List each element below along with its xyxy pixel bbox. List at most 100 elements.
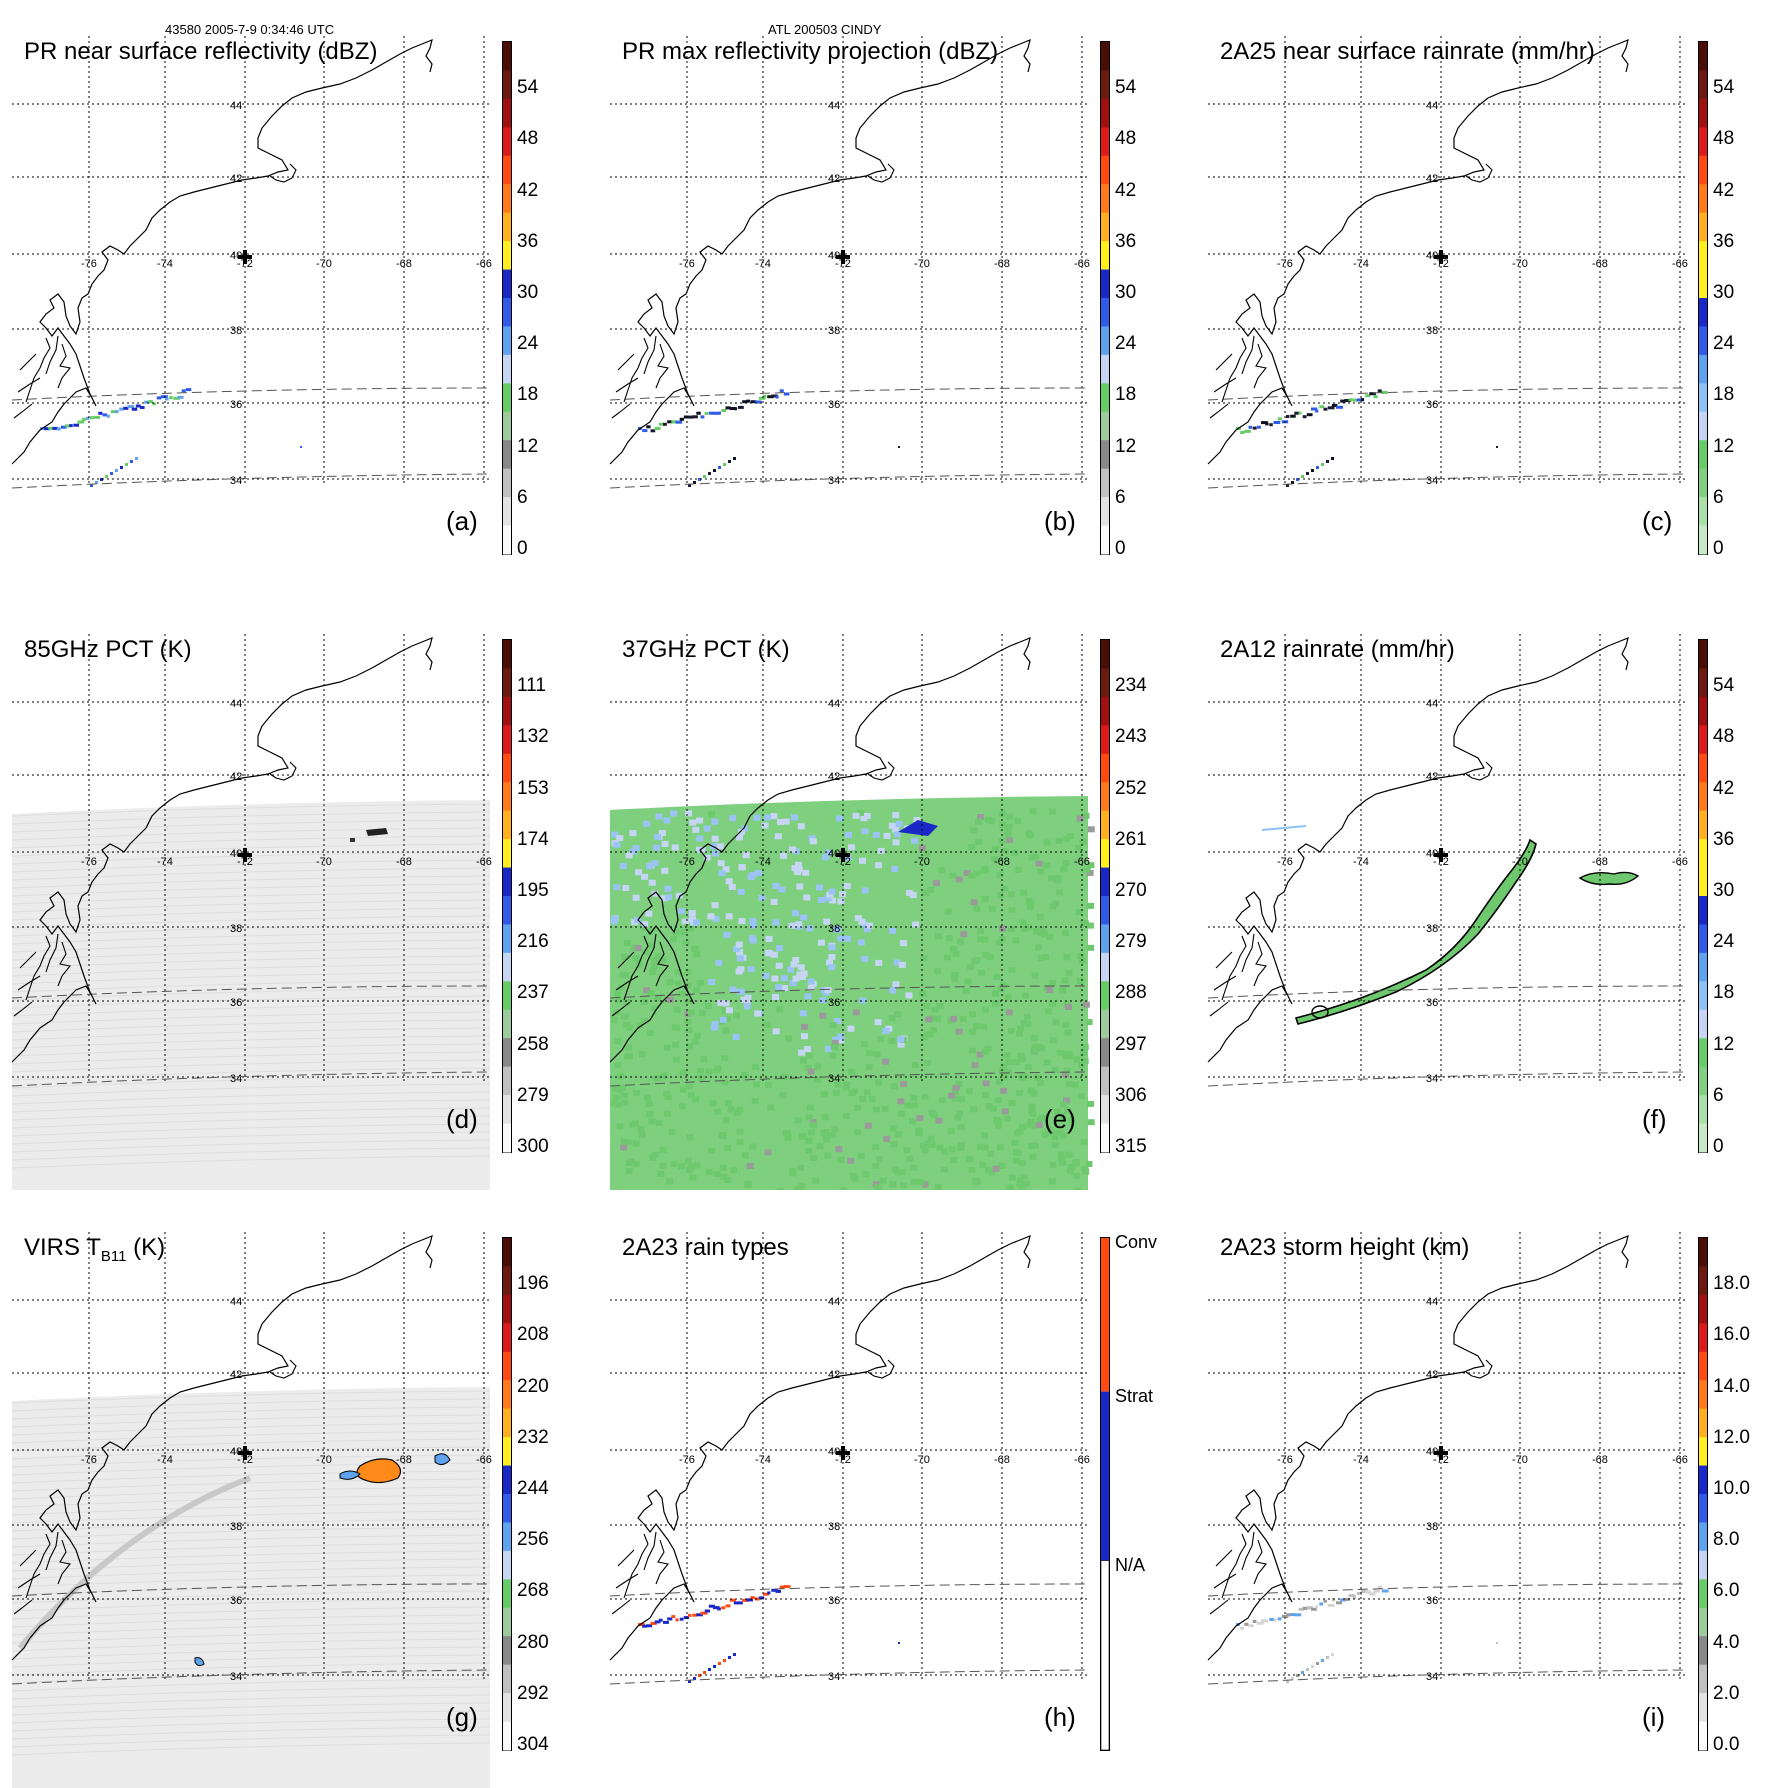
swath-cell xyxy=(1052,900,1060,907)
swath-cell xyxy=(634,945,642,951)
swath-cell xyxy=(711,1021,719,1028)
precip-pixel xyxy=(152,402,156,406)
colorbar-tick-label: 220 xyxy=(517,1375,549,1397)
swath-cell xyxy=(681,918,689,925)
swath-cell xyxy=(936,1144,944,1151)
colorbar-swatch xyxy=(1101,981,1109,1011)
swath-cell xyxy=(711,902,719,909)
swath-cell xyxy=(621,1099,629,1106)
rain-cell xyxy=(1578,871,1640,886)
swath-cell xyxy=(696,817,704,824)
swath-cell xyxy=(938,867,946,874)
precip-pixel xyxy=(1291,481,1294,484)
swath-cell xyxy=(1004,831,1012,838)
storm-name-header: ATL 200503 CINDY xyxy=(768,22,882,37)
swath-cell xyxy=(1037,929,1045,936)
swath-cell xyxy=(899,940,907,947)
colorbar-tick-label: 300 xyxy=(517,1136,549,1157)
swath-cell xyxy=(1087,902,1095,909)
precip-pixel xyxy=(127,405,135,409)
swath-cell xyxy=(737,888,745,895)
swath-cell xyxy=(703,825,711,832)
precip-pixel xyxy=(1291,1677,1294,1680)
swath-cell xyxy=(645,1100,653,1107)
colorbar-tick-label: 6 xyxy=(1115,486,1126,508)
longitude-label: -76 xyxy=(1277,1454,1293,1466)
panel-title: 2A23 rain types xyxy=(622,1234,789,1261)
swath-cell xyxy=(1046,987,1054,993)
longitude-label: -74 xyxy=(1353,856,1369,868)
panel-letter: (c) xyxy=(1642,506,1673,536)
colorbar-swatch xyxy=(1699,1437,1707,1467)
swath-cell xyxy=(615,997,623,1004)
swath-cell xyxy=(955,1028,963,1035)
swath-cell xyxy=(642,948,650,955)
swath-cell xyxy=(682,939,690,946)
precip-pixel xyxy=(1381,391,1388,394)
coastline xyxy=(609,1235,1031,1661)
swath-cell xyxy=(845,831,852,838)
panel-title: PR near surface reflectivity (dBZ) xyxy=(24,38,378,65)
colorbar-swatch xyxy=(1699,497,1707,527)
swath-cell xyxy=(1028,1143,1036,1150)
swath-edge xyxy=(11,1071,491,1087)
swath-cell xyxy=(767,1104,775,1111)
swath-cell xyxy=(1005,824,1013,830)
swath-cell xyxy=(670,936,677,943)
colorbar-swatch xyxy=(1699,1238,1707,1267)
swath-cell xyxy=(673,1006,681,1013)
latitude-label: 42 xyxy=(828,771,840,783)
swath-cell xyxy=(1035,860,1043,867)
swath-cell xyxy=(852,812,860,819)
swath-cell xyxy=(1063,954,1071,961)
chesapeake-bay xyxy=(611,335,669,419)
colorbar-swatch xyxy=(503,1009,511,1039)
latitude-label: 38 xyxy=(230,325,242,337)
precip-pixel xyxy=(723,463,726,466)
colorbar-swatch xyxy=(503,1437,511,1467)
swath-cell xyxy=(1043,1059,1051,1066)
swath-cell xyxy=(1008,1174,1016,1181)
swath-cell xyxy=(858,918,866,925)
swath-edge xyxy=(609,1071,1089,1087)
swath-cell xyxy=(981,1144,989,1151)
longitude-label: -74 xyxy=(755,856,771,868)
colorbar-tick-label: 24 xyxy=(1115,333,1137,355)
swath-cell xyxy=(1030,1090,1038,1097)
swath-cell xyxy=(999,925,1007,932)
precip-pixel xyxy=(729,1598,736,1602)
swath-cell xyxy=(835,1146,843,1153)
scan-line xyxy=(11,1646,491,1660)
swath-cell xyxy=(670,1160,678,1167)
precip-pixel xyxy=(675,1618,679,1622)
colorbar-swatch xyxy=(1101,269,1109,299)
swath-cell xyxy=(715,959,723,966)
colorbar-swatch xyxy=(1699,839,1707,869)
precip-pixel xyxy=(693,1677,696,1680)
latitude-label: 38 xyxy=(828,325,840,337)
swath-cell xyxy=(1054,876,1062,882)
swath-cell xyxy=(944,908,952,915)
swath-cell xyxy=(654,834,661,841)
precip-pixel xyxy=(650,429,656,433)
precip-pixel xyxy=(69,424,73,428)
precip-pixel xyxy=(679,1617,684,1621)
colorbar-swatch xyxy=(503,753,511,783)
swath-cell xyxy=(733,945,740,952)
swath-cell xyxy=(916,1115,924,1122)
swath-cell xyxy=(801,1023,809,1030)
swath-cell xyxy=(781,985,789,991)
swath-cell xyxy=(971,1062,979,1069)
swath-cell xyxy=(1031,972,1039,979)
swath-cell xyxy=(972,1177,979,1184)
swath-cell xyxy=(797,823,805,830)
swath-cell xyxy=(995,939,1003,946)
precip-pixel xyxy=(115,469,118,472)
precip-pixel xyxy=(713,469,716,472)
swath-cell xyxy=(888,1037,896,1044)
precip-pixel xyxy=(1298,411,1302,415)
swath-cell xyxy=(1028,1103,1036,1110)
swath-cell xyxy=(1025,897,1033,904)
swath-cell xyxy=(981,1048,989,1055)
cloud-edge xyxy=(339,1470,361,1480)
